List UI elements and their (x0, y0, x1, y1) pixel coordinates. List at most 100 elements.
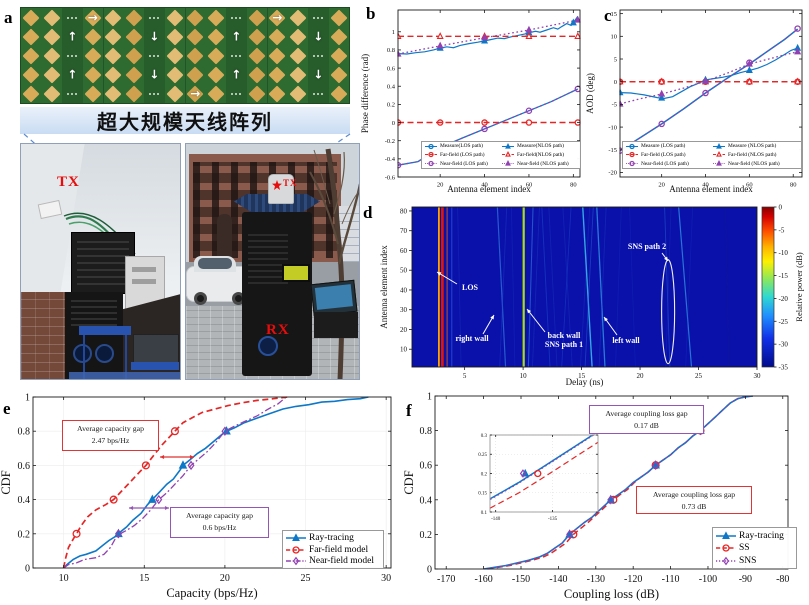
svg-text:0: 0 (614, 79, 617, 86)
antenna-element (226, 46, 247, 65)
svg-text:0: 0 (427, 565, 432, 576)
legend-entry: SS (713, 543, 796, 553)
patch-antenna-diamond (330, 28, 348, 45)
legend-entry: Near-field model (283, 556, 383, 566)
blue-floor-mat-decor (69, 372, 180, 379)
equipment-rack-main-decor (65, 292, 123, 379)
patch-antenna-diamond (104, 9, 122, 26)
svg-text:20: 20 (220, 573, 230, 584)
legend-label: Far-field(NLOS path) (517, 151, 565, 158)
antenna-element (124, 27, 145, 46)
svg-text:-5: -5 (779, 226, 785, 234)
annotation-line: 0.17 dB (634, 421, 659, 431)
antenna-element (165, 27, 186, 46)
patch-antenna-diamond (22, 66, 40, 83)
svg-text:-20: -20 (779, 295, 789, 303)
svg-text:60: 60 (746, 182, 753, 189)
annotation-line: Average coupling loss gap (652, 490, 736, 499)
legend-label: Near-field model (309, 556, 374, 567)
svg-text:SNS path 1: SNS path 1 (545, 340, 583, 349)
patch-antenna-diamond (268, 28, 286, 45)
legend-marker-icon (502, 151, 515, 158)
svg-text:Antenna element index: Antenna element index (379, 245, 389, 329)
legend-label: Near-field (LOS path) (641, 160, 689, 167)
svg-text:25: 25 (695, 372, 703, 380)
svg-text:Relative power (dB): Relative power (dB) (794, 252, 804, 322)
patch-antenna-diamond (248, 85, 266, 102)
equipment-rack-top-decor (71, 232, 135, 294)
svg-text:-10: -10 (608, 124, 617, 131)
connector-dots (231, 92, 242, 95)
connector-dots (313, 92, 324, 95)
coupling-gap-annotation-sns: Average coupling loss gap 0.17 dB (589, 405, 704, 434)
connector-dots (149, 92, 160, 95)
antenna-element (308, 84, 329, 103)
svg-text:80: 80 (790, 182, 797, 189)
svg-text:25: 25 (301, 573, 311, 584)
legend-entry: Near-field (LOS path) (422, 159, 499, 168)
patch-antenna-diamond (43, 47, 61, 64)
legend-marker-icon (286, 533, 306, 541)
antenna-element (83, 27, 104, 46)
svg-text:0.25: 0.25 (478, 453, 487, 458)
svg-text:-10: -10 (779, 249, 789, 257)
patch-antenna-diamond (166, 28, 184, 45)
svg-text:30: 30 (400, 306, 408, 314)
svg-text:20: 20 (437, 182, 444, 189)
capacity-gap-annotation-far: Average capacity gap 2.47 bps/Hz (62, 420, 159, 451)
patch-antenna-diamond (289, 28, 307, 45)
scan-arrow-down-icon: ↓ (313, 29, 324, 44)
patch-antenna-diamond (186, 9, 204, 26)
array-caption: 超大规模天线阵列 (20, 107, 350, 134)
legend-label: Near-field (NLOS path) (517, 160, 569, 167)
antenna-element (329, 65, 350, 84)
legend-marker-icon (626, 143, 638, 149)
svg-text:-15: -15 (779, 272, 789, 280)
svg-text:30: 30 (381, 573, 391, 584)
panel-letter-d: d (363, 203, 373, 222)
antenna-element (308, 46, 329, 65)
svg-text:0.2: 0.2 (18, 529, 31, 540)
svg-text:LOS: LOS (462, 283, 479, 292)
capacity-gap-annotation-near: Average capacity gap 0.6 bps/Hz (170, 507, 269, 538)
antenna-element (124, 84, 145, 103)
antenna-element (329, 8, 350, 27)
svg-text:0.1: 0.1 (481, 511, 488, 516)
patch-antenna-diamond (104, 47, 122, 64)
svg-text:-15: -15 (608, 147, 617, 154)
patch-antenna-diamond (207, 47, 225, 64)
antenna-element (124, 65, 145, 84)
antenna-element (288, 46, 309, 65)
patch-antenna-diamond (248, 9, 266, 26)
annotation-line: 0.73 dB (681, 502, 707, 512)
antenna-element (144, 46, 165, 65)
svg-text:0.2: 0.2 (420, 530, 433, 541)
patch-antenna-diamond (84, 85, 102, 102)
legend-marker-icon (713, 142, 726, 149)
patch-antenna-diamond (125, 85, 143, 102)
antenna-element (21, 8, 42, 27)
antenna-element (206, 46, 227, 65)
antenna-element (165, 84, 186, 103)
antenna-element (165, 8, 186, 27)
legend-label: Measure (NLOS path) (728, 143, 777, 150)
connector-dots (67, 54, 78, 57)
patch-antenna-diamond (207, 85, 225, 102)
legend-entry: Far-field(NLOS path) (499, 151, 580, 160)
legend-label: SS (739, 543, 750, 553)
svg-text:-160: -160 (474, 574, 492, 585)
legend-label: SNS (739, 555, 757, 566)
antenna-element (21, 65, 42, 84)
antenna-element (83, 46, 104, 65)
panel-letter-a: a (4, 8, 13, 27)
legend-aod: Measure (LOS path) Far-field (LOS path) Ne… (622, 141, 802, 169)
svg-text:SNS path 2: SNS path 2 (628, 242, 666, 251)
svg-text:40: 40 (481, 182, 488, 189)
connector-dots (67, 16, 78, 19)
coupling-loss-cdf-chart: -170 -160 -150 -140 -130 -120 -110 -100 -90 -80 0 0… (402, 392, 789, 602)
patch-antenna-diamond (289, 66, 307, 83)
legend-label: Near-field (NLOS path) (728, 160, 780, 167)
antenna-element: → (83, 8, 104, 27)
svg-text:0.6: 0.6 (387, 65, 396, 72)
